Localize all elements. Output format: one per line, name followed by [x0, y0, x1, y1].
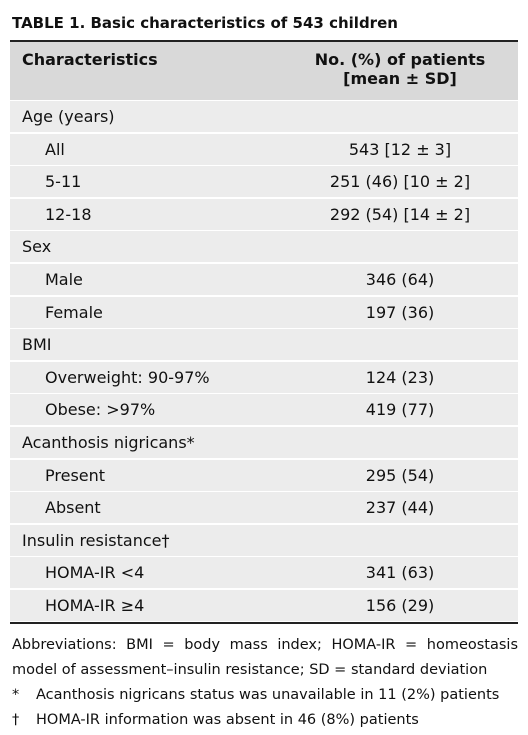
section-label: Sex [22, 237, 52, 257]
section-label: BMI [22, 335, 52, 355]
data-row [10, 198, 518, 230]
row-label: 12-18 [45, 204, 92, 224]
data-row [10, 166, 518, 198]
footnote-text: Abbreviations: BMI = body mass index; HO… [12, 636, 518, 678]
data-row [10, 557, 518, 589]
row-value: 251 (46) [10 ± 2] [329, 172, 471, 192]
section-row [10, 231, 518, 263]
data-row [10, 296, 518, 328]
header-line: No. (%) of patients [314, 50, 486, 69]
row-label: All [45, 139, 65, 159]
section-label: Insulin resistance† [22, 530, 170, 550]
header-value: No. (%) of patients [mean ± SD] [300, 50, 500, 88]
data-row [10, 459, 518, 491]
row-label: Female [45, 302, 103, 322]
top-rule [10, 40, 518, 42]
header-band [10, 42, 518, 100]
bottom-rule [10, 621, 518, 624]
footnote-text: HOMA-IR information was absent in 46 (8%… [36, 711, 419, 728]
row-label: 5-11 [45, 172, 82, 192]
row-value: 124 (23) [365, 367, 435, 387]
row-label: Obese: >97% [45, 400, 156, 420]
footnote-symbol: † [12, 711, 20, 728]
row-value: 292 (54) [14 ± 2] [329, 204, 471, 224]
table-title: TABLE 1. Basic characteristics of 543 ch… [12, 14, 398, 32]
row-label: Present [45, 465, 106, 485]
section-row [10, 329, 518, 361]
row-value: 295 (54) [365, 465, 435, 485]
data-row [10, 133, 518, 165]
row-value: 543 [12 ± 3] [348, 139, 452, 159]
data-row [10, 264, 518, 295]
row-label: HOMA-IR <4 [45, 563, 145, 583]
row-value: 341 (63) [365, 563, 435, 583]
row-label: Overweight: 90-97% [45, 367, 210, 387]
section-row [10, 524, 518, 556]
row-label: Absent [45, 498, 101, 518]
data-row [10, 492, 518, 524]
section-label: Acanthosis nigricans* [22, 433, 195, 452]
data-row [10, 590, 518, 621]
row-label: HOMA-IR ≥4 [45, 596, 145, 615]
data-row [10, 394, 518, 426]
row-value: 197 (36) [365, 302, 435, 322]
header-line: [mean ± SD] [343, 69, 457, 88]
row-value: 237 (44) [365, 498, 435, 518]
section-row [10, 427, 518, 458]
row-value: 346 (64) [365, 270, 435, 289]
data-row [10, 361, 518, 393]
section-label: Age (years) [22, 107, 115, 126]
header-characteristic: Characteristics [22, 50, 158, 69]
row-value: 419 (77) [365, 400, 435, 420]
footnote-symbol: * [12, 686, 20, 703]
row-value: 156 (29) [365, 596, 435, 615]
footnote-text: Acanthosis nigricans status was unavaila… [36, 686, 500, 703]
row-label: Male [45, 270, 83, 289]
section-row [10, 101, 518, 132]
